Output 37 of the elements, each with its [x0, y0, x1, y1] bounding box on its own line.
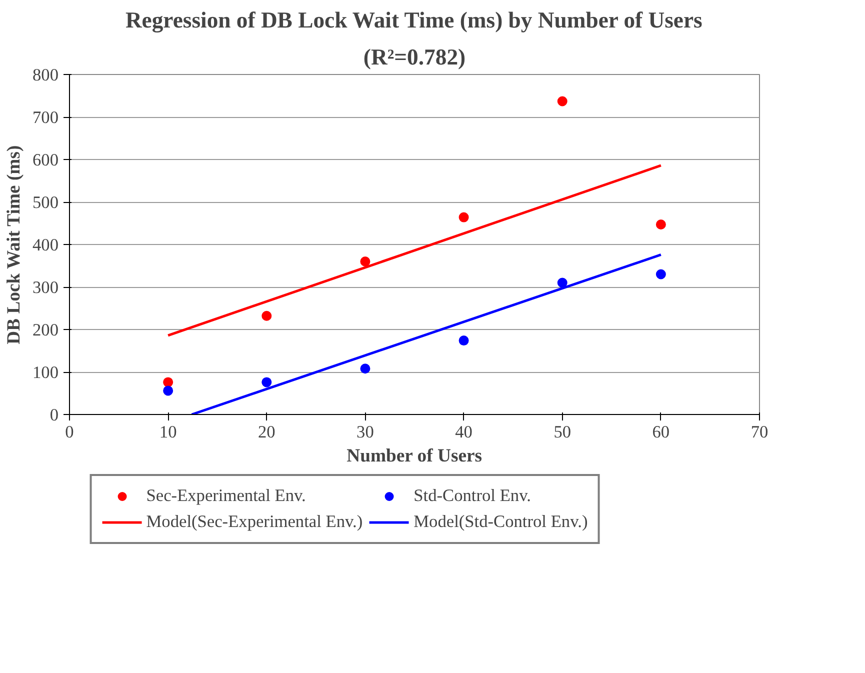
x-tick-label: 50 — [554, 422, 572, 442]
x-tick-label: 60 — [652, 422, 670, 442]
y-tick-label: 100 — [32, 363, 59, 382]
point — [458, 212, 469, 222]
y-tick-label: 400 — [32, 236, 59, 254]
x-tick-label: 70 — [750, 422, 768, 442]
point — [262, 377, 272, 388]
x-axis-title: Number of Users — [346, 446, 482, 466]
legend-label: Model(Sec-Experimental Env.) — [146, 512, 363, 532]
y-tick-label: 800 — [32, 66, 59, 84]
x-tick-label: 0 — [65, 422, 74, 442]
x-tick-label: 20 — [258, 422, 276, 442]
point — [557, 96, 568, 106]
chart-title: Regression of DB Lock Wait Time (ms) by Number of Users — [125, 8, 703, 32]
point — [458, 336, 469, 346]
point — [262, 310, 272, 321]
y-tick-label: 700 — [32, 108, 59, 127]
x-tick-label: 10 — [159, 422, 177, 442]
y-tick-label: 300 — [32, 278, 59, 297]
y-tick-label: 200 — [32, 320, 59, 340]
x-tick-label: 30 — [356, 422, 374, 442]
y-tick-label: 600 — [32, 150, 59, 170]
point — [360, 256, 370, 266]
chart-subtitle: (R²=0.782) — [363, 44, 466, 70]
point — [163, 386, 174, 396]
point — [163, 377, 174, 388]
x-tick-label: 40 — [455, 422, 472, 442]
legend-label: Std-Control Env. — [414, 486, 531, 506]
y-tick-label: 0 — [50, 406, 59, 424]
legend-label: Model(Std-Control Env.) — [414, 512, 588, 532]
point — [557, 278, 568, 288]
legend-label: Sec-Experimental Env. — [146, 486, 306, 506]
point — [656, 269, 666, 280]
y-axis-title: DB Lock Wait Time (ms) — [4, 145, 25, 344]
point — [360, 364, 370, 374]
y-tick-label: 500 — [32, 193, 59, 212]
point — [656, 220, 666, 230]
